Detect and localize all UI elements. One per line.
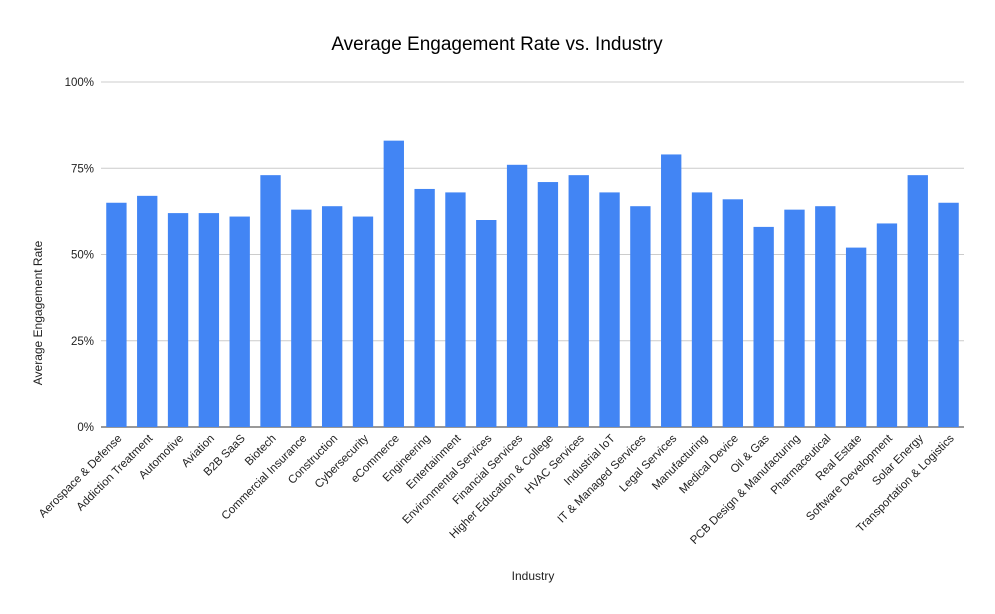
bar — [445, 192, 466, 427]
bar — [815, 206, 836, 427]
x-axis-title: Industry — [512, 569, 555, 583]
bar — [784, 209, 805, 427]
bar — [352, 216, 374, 427]
bar — [106, 202, 127, 427]
bar — [137, 195, 158, 427]
bars — [106, 140, 959, 428]
bar — [845, 247, 867, 427]
chart-title: Average Engagement Rate vs. Industry — [331, 34, 663, 55]
y-tick-label: 50% — [71, 250, 94, 262]
bar — [167, 213, 189, 427]
bar — [321, 206, 343, 427]
bar — [630, 206, 651, 427]
bar — [383, 140, 404, 427]
x-tick-label: Entertainment — [404, 432, 464, 492]
bar — [661, 154, 682, 427]
bar — [260, 175, 281, 427]
bar — [568, 175, 589, 427]
bar — [691, 192, 713, 427]
bar — [229, 216, 250, 427]
bar — [599, 192, 620, 427]
bar — [537, 182, 559, 427]
bar — [722, 199, 744, 427]
y-tick-label: 25% — [71, 336, 94, 348]
bar — [876, 223, 898, 427]
bar — [291, 209, 312, 427]
bar — [938, 202, 959, 427]
bar — [476, 220, 497, 427]
bar — [198, 213, 220, 427]
y-axis-title: Average Engagement Rate — [31, 240, 45, 385]
bar — [506, 164, 528, 428]
y-tick-label: 75% — [71, 163, 94, 175]
bar — [753, 226, 774, 427]
bar — [414, 188, 435, 427]
y-axis-ticks: 0% 25% 50% 75% 100% — [65, 77, 94, 434]
y-tick-label: 100% — [65, 77, 94, 89]
y-tick-label: 0% — [77, 422, 94, 434]
x-tick-label: Cybersecurity — [313, 432, 371, 490]
bar — [907, 175, 928, 427]
